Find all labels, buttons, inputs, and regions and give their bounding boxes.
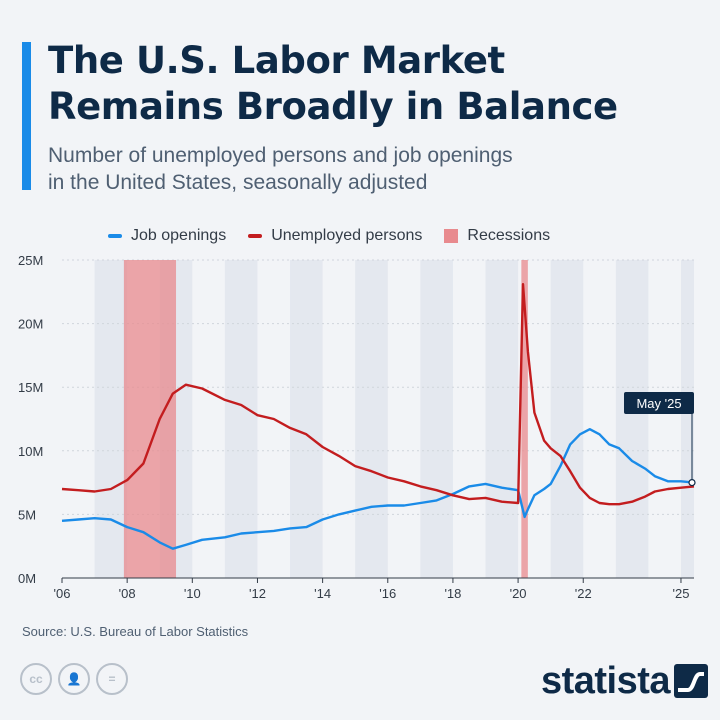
chart-legend: Job openings Unemployed persons Recessio… bbox=[108, 224, 572, 248]
brand-wave-icon bbox=[678, 672, 704, 692]
legend-swatch-job-openings bbox=[108, 234, 122, 238]
x-tick-label: '12 bbox=[249, 586, 266, 601]
subtitle-line-1: Number of unemployed persons and job ope… bbox=[48, 144, 513, 167]
legend-item-recessions: Recessions bbox=[444, 227, 550, 245]
grid-band bbox=[355, 260, 388, 578]
legend-swatch-unemployed bbox=[248, 234, 263, 238]
title-accent-bar bbox=[22, 42, 31, 190]
grid-band bbox=[290, 260, 323, 578]
series-job-openings bbox=[61, 428, 695, 550]
legend-label-recessions: Recessions bbox=[467, 227, 551, 244]
annotation-box bbox=[624, 392, 694, 414]
grid-band bbox=[615, 260, 649, 578]
title-line-2: Remains Broadly in Balance bbox=[48, 85, 618, 128]
source-note: Source: U.S. Bureau of Labor Statistics bbox=[22, 624, 249, 639]
annotation-label: May '25 bbox=[636, 396, 681, 411]
legend-label-job-openings: Job openings bbox=[131, 227, 227, 244]
creative-commons-icon[interactable]: cc bbox=[20, 663, 52, 695]
y-tick-label: 15M bbox=[18, 380, 43, 395]
y-tick-label: 20M bbox=[18, 317, 43, 332]
brand-logo-icon[interactable] bbox=[674, 664, 708, 698]
license-icons: cc 👤 = bbox=[20, 663, 134, 695]
x-tick-label: '22 bbox=[575, 586, 592, 601]
y-tick-label: 10M bbox=[18, 444, 43, 459]
grid-band bbox=[550, 260, 584, 578]
grid-band bbox=[94, 260, 128, 578]
grid-band bbox=[224, 260, 258, 578]
legend-label-unemployed: Unemployed persons bbox=[271, 227, 423, 244]
page-subtitle: Number of unemployed persons and job ope… bbox=[48, 142, 668, 196]
attribution-icon[interactable]: 👤 bbox=[58, 663, 90, 695]
x-tick-label: '06 bbox=[54, 586, 71, 601]
y-tick-label: 25M bbox=[18, 253, 43, 268]
x-tick-label: '25 bbox=[672, 586, 689, 601]
title-line-1: The U.S. Labor Market bbox=[48, 39, 505, 82]
legend-item-job-openings: Job openings bbox=[108, 227, 226, 245]
recession-band bbox=[123, 260, 177, 578]
legend-item-unemployed: Unemployed persons bbox=[248, 227, 422, 245]
subtitle-line-2: in the United States, seasonally adjuste… bbox=[48, 171, 428, 194]
recession-band bbox=[521, 260, 528, 578]
y-tick-label: 5M bbox=[18, 507, 36, 522]
grid-band bbox=[420, 260, 453, 578]
brand-logo-text[interactable]: statista bbox=[540, 660, 671, 702]
x-tick-label: '10 bbox=[184, 586, 201, 601]
series-unemployed bbox=[61, 283, 695, 506]
page-title: The U.S. Labor Market Remains Broadly in… bbox=[48, 38, 688, 130]
grid-band bbox=[485, 260, 519, 578]
x-tick-label: '20 bbox=[510, 586, 527, 601]
annotation-point bbox=[688, 479, 696, 487]
x-tick-label: '14 bbox=[314, 586, 331, 601]
legend-swatch-recessions bbox=[444, 229, 459, 243]
y-tick-label: 0M bbox=[18, 571, 36, 586]
x-tick-label: '18 bbox=[444, 586, 461, 601]
x-tick-label: '08 bbox=[119, 586, 136, 601]
no-derivatives-icon[interactable]: = bbox=[96, 663, 128, 695]
x-tick-label: '16 bbox=[379, 586, 396, 601]
grid-band bbox=[680, 260, 694, 578]
